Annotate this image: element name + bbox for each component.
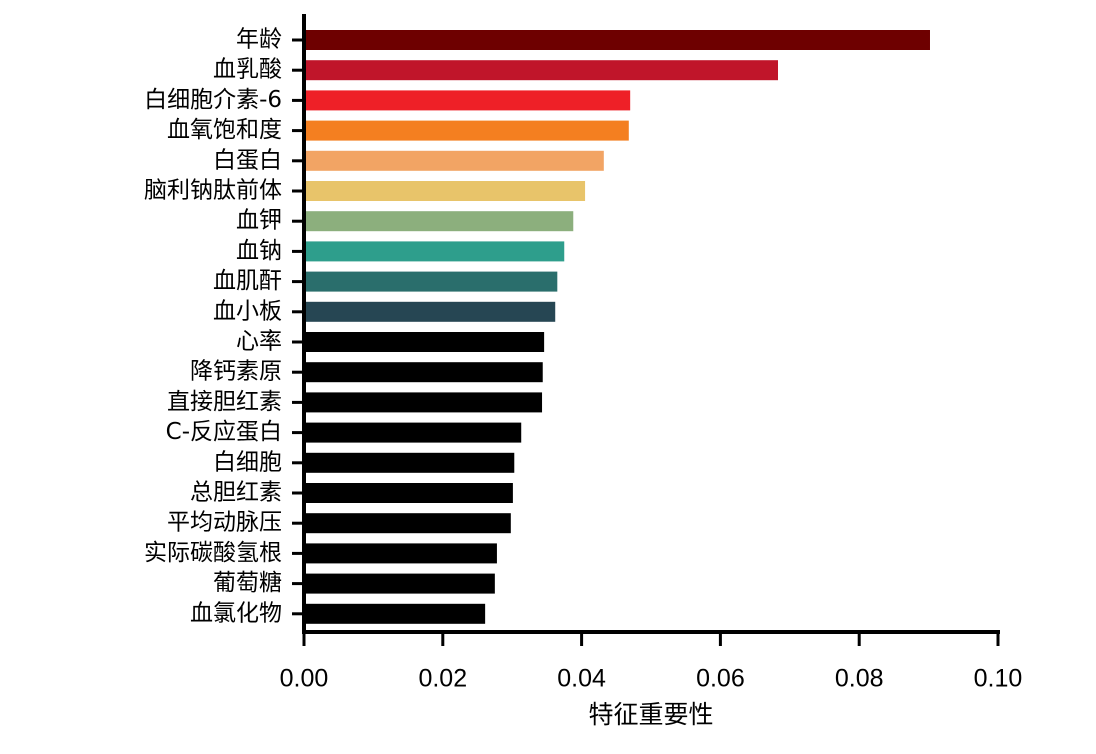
y-tick-label: 血小板 [213, 298, 282, 324]
x-tick-label: 0.10 [974, 665, 1023, 693]
bar [306, 392, 543, 413]
y-tick-label: 白细胞 [213, 449, 282, 475]
y-tick-label: C-反应蛋白 [166, 419, 282, 445]
y-tick-label: 心率 [236, 329, 282, 355]
x-tick-label: 0.02 [418, 665, 467, 693]
y-tick-label: 降钙素原 [190, 359, 282, 385]
bar [306, 120, 629, 141]
y-tick-label: 血肌酐 [213, 268, 282, 294]
bar [306, 543, 497, 564]
x-tick-label: 0.08 [835, 665, 884, 693]
bar [306, 30, 930, 50]
y-tick-label: 血氯化物 [190, 600, 282, 626]
bar [306, 332, 545, 352]
bar [306, 60, 779, 81]
bar [306, 422, 522, 443]
y-tick-label: 血氧饱和度 [167, 117, 282, 143]
bar [306, 271, 558, 292]
y-tick-label: 白蛋白 [213, 147, 282, 173]
y-tick-label: 年龄 [236, 27, 282, 53]
bar [306, 301, 556, 322]
bar [306, 90, 631, 111]
bar [306, 452, 515, 473]
bar [306, 211, 574, 232]
bar [306, 362, 543, 383]
y-tick-label: 血钠 [236, 238, 282, 264]
y-tick-label: 脑利钠肽前体 [144, 178, 282, 204]
y-tick-label: 白细胞介素-6 [144, 87, 282, 113]
bar [306, 150, 604, 171]
x-tick-label: 0.06 [696, 665, 745, 693]
y-tick-label: 实际碳酸氢根 [144, 540, 282, 566]
y-tick-label: 血钾 [236, 208, 282, 234]
bar [306, 573, 495, 594]
x-tick-label: 0.04 [557, 665, 606, 693]
bar [306, 181, 586, 201]
y-tick-label: 直接胆红素 [167, 389, 282, 415]
y-tick-label: 血乳酸 [213, 57, 282, 83]
y-tick-label: 葡萄糖 [213, 570, 282, 596]
bar [306, 513, 511, 534]
x-axis-title: 特征重要性 [588, 700, 713, 729]
x-tick-label: 0.00 [280, 665, 329, 693]
y-tick-label: 总胆红素 [190, 480, 282, 506]
bar [306, 483, 513, 503]
bar [306, 241, 565, 262]
bar [306, 603, 486, 624]
y-tick-label: 平均动脉压 [167, 510, 282, 536]
